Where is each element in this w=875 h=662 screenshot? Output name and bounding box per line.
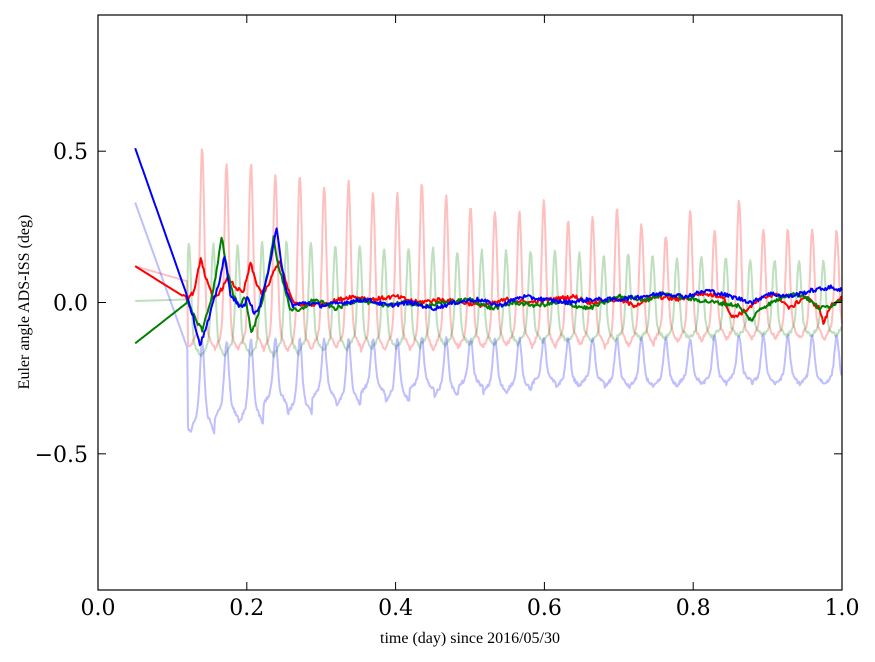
tick-layer: 0.0 0.2 0.4 0.6 0.8 1.0 −0.5 0.0 0.5 (35, 15, 860, 621)
y-tick-label: 0.0 (53, 292, 88, 317)
y-tick-label: −0.5 (35, 443, 88, 468)
series-line-3 (134, 202, 843, 435)
x-tick-label: 0.8 (676, 596, 711, 621)
x-tick-label: 0.4 (378, 596, 413, 621)
series-line-4 (134, 257, 843, 325)
series-line-2 (135, 240, 843, 359)
x-axis-title: time (day) since 2016/05/30 (380, 630, 560, 647)
y-tick-label: 0.5 (53, 140, 88, 165)
x-tick-label: 0.6 (527, 596, 562, 621)
series-line-6 (134, 147, 843, 347)
y-axis-title: Euler angle ADS-ISS (deg) (16, 215, 33, 390)
x-tick-label: 0.0 (81, 596, 116, 621)
series-layer (134, 147, 843, 435)
x-tick-label: 0.2 (229, 596, 264, 621)
series-line-5 (134, 235, 843, 345)
x-tick-label: 1.0 (825, 596, 860, 621)
